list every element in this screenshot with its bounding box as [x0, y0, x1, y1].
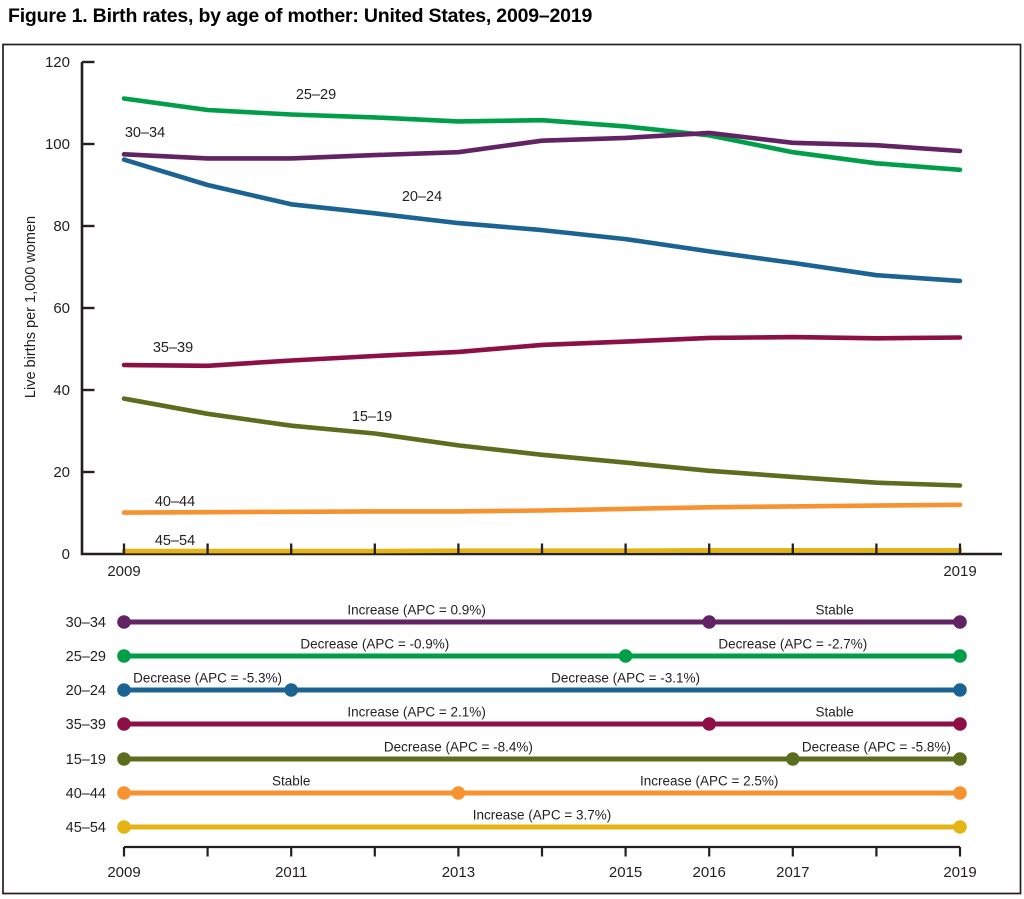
x-tick-label: 2019 [943, 563, 976, 580]
trend-segment-label: Decrease (APC = -0.9%) [300, 637, 449, 652]
series-line-15-19 [121, 396, 963, 488]
y-tick-label: 20 [53, 464, 70, 481]
y-axis-title: Live births per 1,000 women [23, 215, 39, 399]
trend-dot-15-19-2019 [953, 752, 967, 766]
series-line-40-44 [121, 502, 963, 515]
trend-row-label-20-24: 20–24 [66, 683, 106, 699]
trend-dot-15-19-2009 [117, 752, 131, 766]
series-label-45-54: 45–54 [155, 533, 195, 549]
trend-segment-label: Increase (APC = 3.7%) [473, 808, 611, 823]
trend-dot-40-44-2009 [117, 786, 131, 800]
series-line-30-34 [121, 130, 963, 161]
trend-segment-label: Increase (APC = 0.9%) [347, 603, 485, 618]
trend-segment-label: Decrease (APC = -2.7%) [718, 637, 867, 652]
y-tick-label: 100 [45, 136, 70, 153]
trend-segment-label: Decrease (APC = -8.4%) [384, 740, 533, 755]
trend-row-label-45-54: 45–54 [66, 820, 106, 836]
trend-dot-20-24-2011 [284, 683, 299, 697]
timeline-tick-label: 2013 [442, 864, 475, 881]
trend-row-label-35-39: 35–39 [66, 717, 106, 733]
trend-row-label-15-19: 15–19 [66, 752, 106, 768]
series-label-20-24: 20–24 [402, 189, 442, 205]
trend-dot-45-54-2019 [953, 820, 967, 834]
timeline-tick-label: 2016 [693, 864, 726, 881]
series-label-30-34: 30–34 [125, 125, 165, 141]
series-line-35-39 [121, 334, 963, 369]
trend-dot-30-34-2016 [702, 615, 716, 629]
trend-dot-30-34-2009 [117, 615, 131, 629]
trend-dot-15-19-2017 [786, 752, 800, 766]
trend-dot-25-29-2009 [117, 649, 131, 663]
trend-segment-label: Decrease (APC = -5.3%) [133, 671, 282, 686]
trend-segment-label: Increase (APC = 2.5%) [640, 774, 778, 789]
figure-border [2, 43, 1022, 895]
timeline-tick-label: 2009 [107, 864, 140, 881]
trend-dot-25-29-2015 [618, 649, 633, 663]
trend-dot-45-54-2009 [117, 820, 131, 834]
trend-segment-label: Stable [815, 705, 853, 720]
trend-row-label-25-29: 25–29 [66, 649, 106, 665]
y-tick-label: 0 [62, 546, 70, 563]
trend-dot-20-24-2019 [953, 683, 967, 697]
trend-dot-30-34-2019 [953, 615, 967, 629]
trend-dot-20-24-2009 [117, 683, 131, 697]
trend-segment-label: Decrease (APC = -5.8%) [802, 740, 951, 755]
series-label-15-19: 15–19 [352, 409, 392, 425]
series-label-25-29: 25–29 [296, 87, 336, 103]
trend-dot-35-39-2009 [117, 717, 131, 731]
trend-row-label-40-44: 40–44 [66, 786, 106, 802]
series-label-40-44: 40–44 [155, 494, 195, 510]
timeline-tick-label: 2011 [275, 864, 307, 881]
trend-dot-35-39-2019 [953, 717, 967, 731]
trend-row-label-30-34: 30–34 [66, 615, 106, 631]
series-line-25-29 [121, 96, 963, 173]
top-chart-axes [80, 62, 1002, 556]
y-tick-label: 40 [53, 382, 70, 399]
figure-title: Figure 1. Birth rates, by age of mother:… [8, 5, 593, 27]
trend-segment-label: Stable [815, 603, 853, 618]
trend-dot-40-44-2019 [953, 786, 967, 800]
series-line-20-24 [121, 157, 963, 284]
y-tick-label: 80 [53, 218, 70, 235]
trend-dot-35-39-2016 [702, 717, 716, 731]
trend-segment-label: Stable [272, 774, 310, 789]
timeline-tick-label: 2017 [776, 864, 809, 881]
trend-segment-label: Increase (APC = 2.1%) [347, 705, 485, 720]
trend-dot-25-29-2019 [953, 649, 967, 663]
series-label-35-39: 35–39 [153, 340, 193, 356]
y-tick-label: 60 [53, 300, 70, 317]
x-tick-label: 2009 [107, 563, 140, 580]
timeline-tick-label: 2015 [609, 864, 642, 881]
y-tick-label: 120 [45, 54, 70, 71]
trend-segment-label: Decrease (APC = -3.1%) [551, 671, 700, 686]
trend-dot-40-44-2013 [451, 786, 466, 800]
timeline-tick-label: 2019 [943, 864, 976, 881]
